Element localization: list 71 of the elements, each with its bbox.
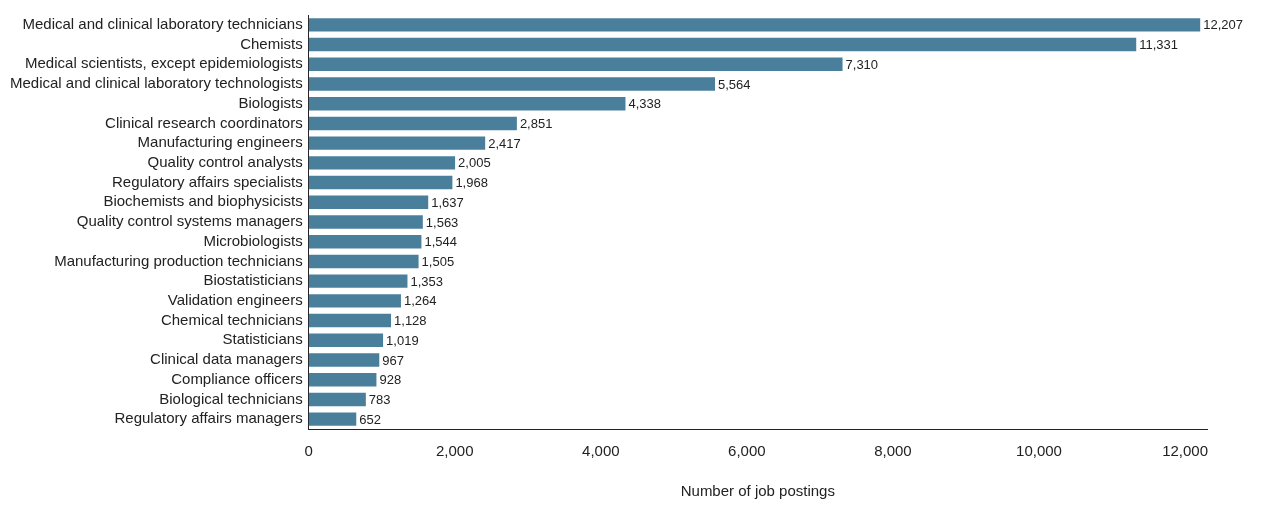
data-label: 1,505 xyxy=(421,254,455,270)
data-label: 4,338 xyxy=(628,96,662,112)
y-tick-label: Chemical technicians xyxy=(160,310,303,328)
y-tick-label: Quality control analysts xyxy=(147,153,303,170)
data-label: 1,264 xyxy=(403,293,437,309)
bar xyxy=(308,77,716,91)
bar xyxy=(308,156,456,170)
data-label: 12,207 xyxy=(1203,17,1243,33)
x-axis-title: Number of job postings xyxy=(680,482,835,500)
y-tick-label: Biochemists and biophysicists xyxy=(103,192,303,210)
y-tick-label: Compliance officers xyxy=(171,369,303,387)
x-tick-label: 4,000 xyxy=(582,442,620,460)
y-tick-label: Clinical research coordinators xyxy=(105,113,303,131)
bar xyxy=(308,116,517,131)
bar xyxy=(308,18,1201,32)
y-tick-label: Chemists xyxy=(240,34,303,52)
bar xyxy=(308,215,423,229)
y-tick-label: Quality control systems managers xyxy=(76,212,303,230)
data-label: 1,019 xyxy=(386,332,419,348)
y-tick-label: Biostatisticians xyxy=(203,271,303,289)
data-label: 2,005 xyxy=(458,155,491,171)
data-label: 928 xyxy=(379,372,402,388)
y-tick-label: Manufacturing engineers xyxy=(137,133,303,151)
data-label: 7,310 xyxy=(845,56,879,72)
y-tick-label: Statisticians xyxy=(222,330,303,348)
bar xyxy=(308,57,843,71)
data-label: 1,968 xyxy=(455,175,488,191)
data-label: 11,331 xyxy=(1139,37,1179,53)
y-tick-label: Validation engineers xyxy=(167,291,303,308)
y-tick-label: Manufacturing production technicians xyxy=(54,251,303,269)
data-label: 1,563 xyxy=(425,214,459,230)
bar xyxy=(308,353,380,367)
data-label: 1,637 xyxy=(431,194,464,210)
bar xyxy=(308,37,1137,52)
bar xyxy=(308,313,392,328)
bar xyxy=(308,274,408,288)
data-label: 1,353 xyxy=(410,273,444,289)
x-tick-label: 8,000 xyxy=(874,442,912,460)
data-label: 5,564 xyxy=(718,76,751,92)
y-tick-label: Regulatory affairs specialists xyxy=(112,172,303,190)
data-label: 967 xyxy=(382,352,404,368)
data-label: 2,851 xyxy=(519,116,553,132)
bar xyxy=(308,195,429,209)
bar xyxy=(308,136,486,150)
y-tick-label: Medical scientists, except epidemiologists xyxy=(25,54,303,72)
bar xyxy=(308,235,422,249)
data-label: 783 xyxy=(368,392,391,408)
y-tick-label: Regulatory affairs managers xyxy=(114,409,303,427)
bar xyxy=(308,392,366,407)
bar xyxy=(308,373,377,387)
bar xyxy=(308,412,357,426)
x-tick-label: 6,000 xyxy=(728,442,766,460)
y-tick-label: Biologists xyxy=(238,93,303,111)
x-tick-label: 10,000 xyxy=(1016,442,1062,460)
bar xyxy=(308,294,401,308)
bar xyxy=(308,333,384,347)
data-label: 1,128 xyxy=(394,313,427,329)
y-tick-label: Microbiologists xyxy=(203,231,303,249)
x-tick-label: 0 xyxy=(304,442,313,460)
data-label: 1,544 xyxy=(424,234,457,250)
y-tick-label: Biological technicians xyxy=(159,389,303,407)
y-tick-label: Medical and clinical laboratory technicians xyxy=(22,15,303,32)
bar xyxy=(308,254,419,269)
x-tick-label: 2,000 xyxy=(435,442,474,460)
data-label: 2,417 xyxy=(488,135,521,151)
data-label: 652 xyxy=(359,411,381,427)
bar xyxy=(308,97,626,111)
y-tick-label: Medical and clinical laboratory technologists xyxy=(10,74,303,92)
y-tick-label: Clinical data managers xyxy=(150,350,303,368)
bar xyxy=(308,175,453,190)
x-tick-label: 12,000 xyxy=(1162,442,1209,460)
